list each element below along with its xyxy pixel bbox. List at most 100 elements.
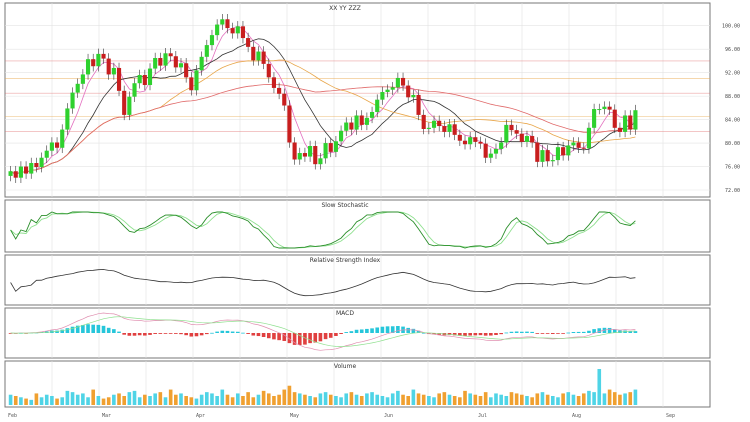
macd-histogram-bar: [225, 330, 230, 333]
macd-histogram-bar: [592, 329, 596, 333]
macd-histogram-bar: [509, 331, 514, 333]
volume-bar: [287, 385, 292, 405]
macd-histogram-bar: [303, 333, 307, 345]
macd-histogram-bar: [163, 333, 168, 334]
volume-bar: [34, 393, 39, 405]
volume-bar: [220, 389, 225, 405]
macd-histogram-bar: [545, 333, 550, 334]
candle-body: [530, 136, 535, 143]
candle-body: [70, 92, 75, 109]
macd-histogram-bar: [571, 331, 576, 333]
macd-histogram-bar: [210, 332, 214, 334]
macd-histogram-bar: [390, 326, 395, 333]
macd-histogram-bar: [432, 333, 436, 335]
macd-histogram-bar: [411, 328, 416, 333]
volume-bar: [13, 396, 18, 405]
macd-histogram-bar: [112, 329, 116, 333]
volume-bar: [432, 397, 436, 405]
candle-body: [519, 133, 524, 142]
macd-histogram-bar: [597, 328, 602, 333]
candle-body: [266, 63, 271, 78]
candle-body: [411, 94, 416, 98]
price-y-axis: 72.00 76.00 80.00 84.00 88.00 92.00 96.00 100.0…: [722, 24, 740, 194]
volume-bar: [623, 393, 627, 405]
candle-body: [493, 148, 499, 154]
macd-histogram-bar: [256, 333, 261, 337]
volume-bar: [96, 396, 101, 405]
macd-histogram-bar: [86, 324, 90, 333]
candlestick-series: [8, 14, 638, 183]
volume-bar: [112, 394, 116, 405]
candle-body: [256, 51, 261, 61]
volume-bar: [241, 396, 245, 405]
candle-body: [153, 58, 158, 69]
volume-bar: [29, 399, 34, 405]
candle-body: [462, 140, 468, 145]
candle-body: [147, 68, 153, 85]
macd-histogram-bar: [437, 333, 441, 335]
candle-body: [302, 153, 307, 157]
volume-bar: [592, 392, 596, 405]
candle-body: [369, 111, 375, 118]
rsi-line: [10, 269, 636, 297]
date-tick-label: Apr: [196, 413, 205, 419]
candle-body: [576, 142, 581, 148]
volume-bar: [509, 392, 514, 405]
macd-histogram-bar: [168, 333, 173, 334]
volume-bar: [174, 394, 178, 405]
macd-signal-line: [10, 316, 636, 347]
candle-body: [535, 142, 540, 162]
volume-bar: [597, 369, 602, 405]
volume-bar: [489, 397, 493, 405]
candle-body: [545, 150, 550, 162]
volume-bar: [550, 396, 555, 405]
candle-body: [375, 99, 380, 112]
candle-body: [39, 157, 44, 168]
macd-histogram-bar: [365, 328, 369, 333]
macd-histogram-bar: [396, 326, 400, 333]
candle-body: [220, 19, 225, 25]
date-tick-label: May: [290, 413, 299, 419]
macd-histogram-bar: [556, 333, 560, 334]
candle-body: [623, 115, 628, 132]
price-tick-label: 80.00: [725, 141, 740, 147]
volume-bar: [618, 394, 622, 405]
macd-histogram-bar: [499, 333, 503, 335]
candle-body: [323, 143, 328, 159]
candle-body: [550, 160, 555, 162]
candle-body: [240, 26, 246, 39]
macd-panel-title: MACD: [336, 310, 354, 317]
volume-bar: [514, 393, 519, 405]
volume-bar: [390, 393, 395, 405]
volume-bar: [452, 396, 457, 405]
candle-body: [504, 124, 509, 143]
macd-histogram-bar: [292, 333, 297, 345]
volume-bar: [354, 394, 359, 405]
volume-bar: [251, 397, 256, 405]
macd-histogram-bar: [514, 331, 519, 333]
macd-histogram-bar: [220, 330, 225, 333]
candle-body: [524, 136, 530, 142]
volume-bar: [581, 393, 586, 405]
candle-body: [142, 75, 147, 85]
macd-histogram-bar: [406, 327, 411, 333]
candle-body: [106, 58, 111, 75]
macd-histogram: [8, 312, 638, 351]
candle-body: [85, 59, 91, 75]
candle-body: [571, 142, 576, 146]
macd-histogram-bar: [106, 327, 111, 333]
candle-body: [178, 63, 184, 68]
price-tick-label: 76.00: [725, 165, 740, 171]
candle-body: [385, 89, 390, 93]
volume-bar: [525, 396, 529, 405]
macd-histogram-bar: [235, 331, 240, 333]
volume-bar: [437, 393, 441, 405]
candle-body: [282, 93, 287, 106]
macd-histogram-bar: [447, 333, 452, 336]
macd-histogram-bar: [520, 331, 524, 333]
macd-histogram-bar: [261, 333, 266, 337]
volume-bar: [163, 397, 168, 405]
volume-bar: [184, 396, 188, 405]
candle-body: [318, 158, 323, 165]
volume-bar: [442, 392, 447, 405]
